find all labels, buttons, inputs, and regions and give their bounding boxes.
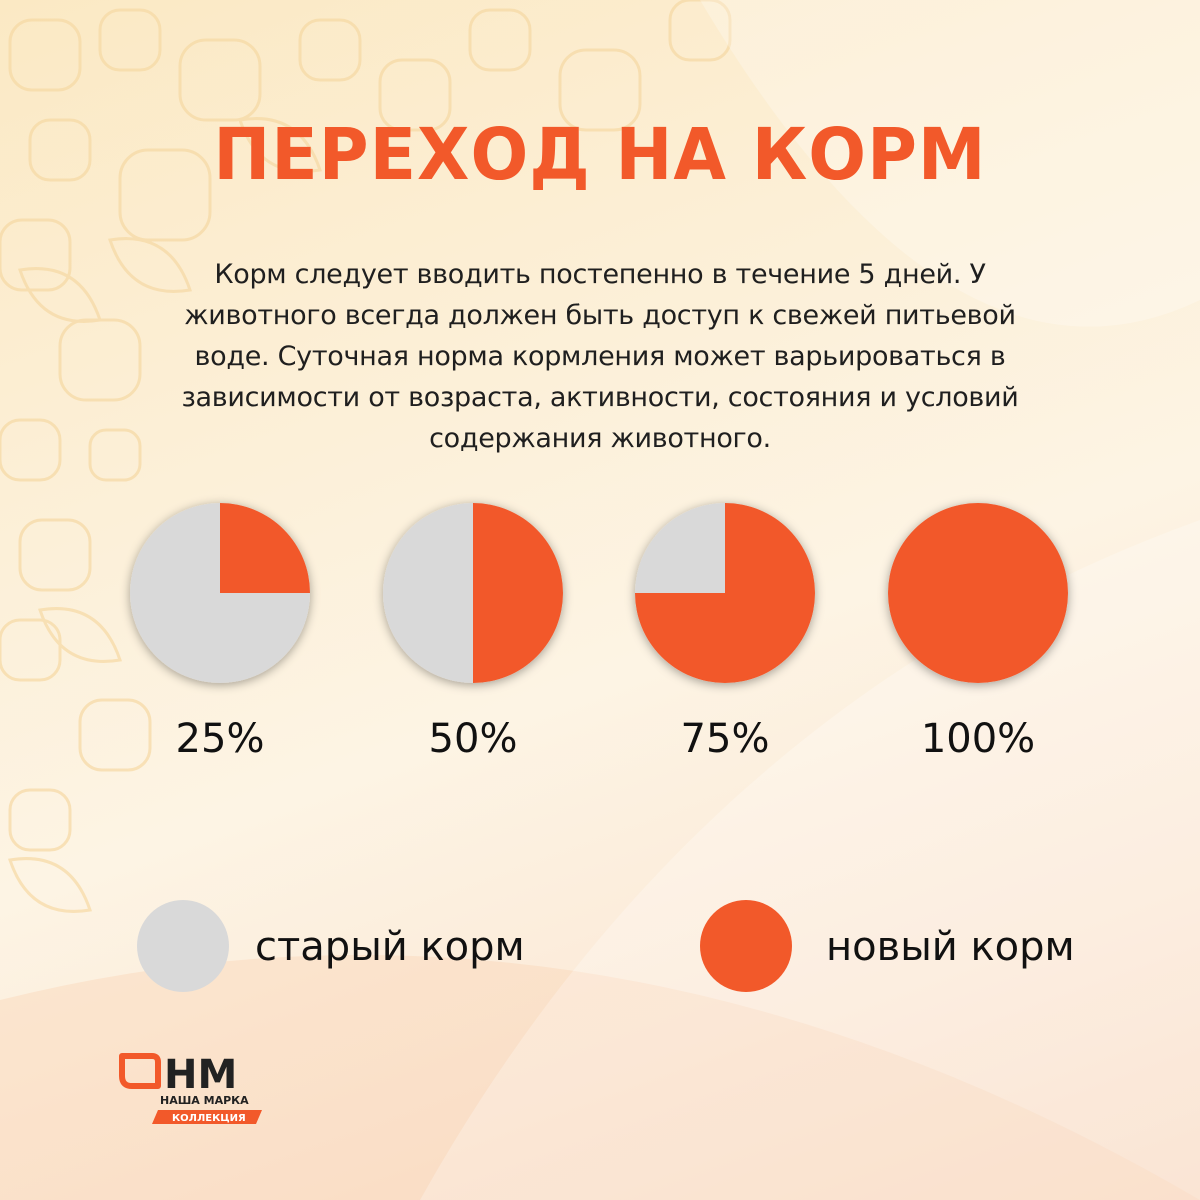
logo-letters: НМ bbox=[164, 1052, 237, 1098]
pie-chart-3 bbox=[635, 503, 815, 683]
pie-label-4: 100% bbox=[921, 716, 1035, 762]
description-text: Корм следует вводить постепенно в течени… bbox=[181, 259, 1019, 454]
pie-chart-2 bbox=[383, 503, 563, 683]
legend-label-new: новый корм bbox=[826, 924, 1075, 970]
legend-swatch-new bbox=[700, 900, 792, 992]
brand-logo: НМ НАША МАРКА КОЛЛЕКЦИЯ bbox=[119, 1052, 262, 1124]
pie-label-1: 25% bbox=[176, 716, 265, 762]
legend-label-old: старый корм bbox=[255, 924, 525, 970]
logo-line2: КОЛЛЕКЦИЯ bbox=[172, 1113, 246, 1124]
pie-slice-new-food bbox=[473, 503, 563, 683]
pie-slice-new-food bbox=[635, 503, 815, 683]
pie-label-3: 75% bbox=[681, 716, 770, 762]
legend-swatch-old bbox=[137, 900, 229, 992]
pie-slice-new-food bbox=[888, 503, 1068, 683]
pie-label-2: 50% bbox=[429, 716, 518, 762]
page-title: ПЕРЕХОД НА КОРМ bbox=[213, 114, 987, 197]
pie-slice-new-food bbox=[220, 503, 310, 593]
logo-line1: НАША МАРКА bbox=[160, 1094, 249, 1107]
pie-chart-1 bbox=[130, 503, 310, 683]
pie-chart-4 bbox=[888, 503, 1068, 683]
